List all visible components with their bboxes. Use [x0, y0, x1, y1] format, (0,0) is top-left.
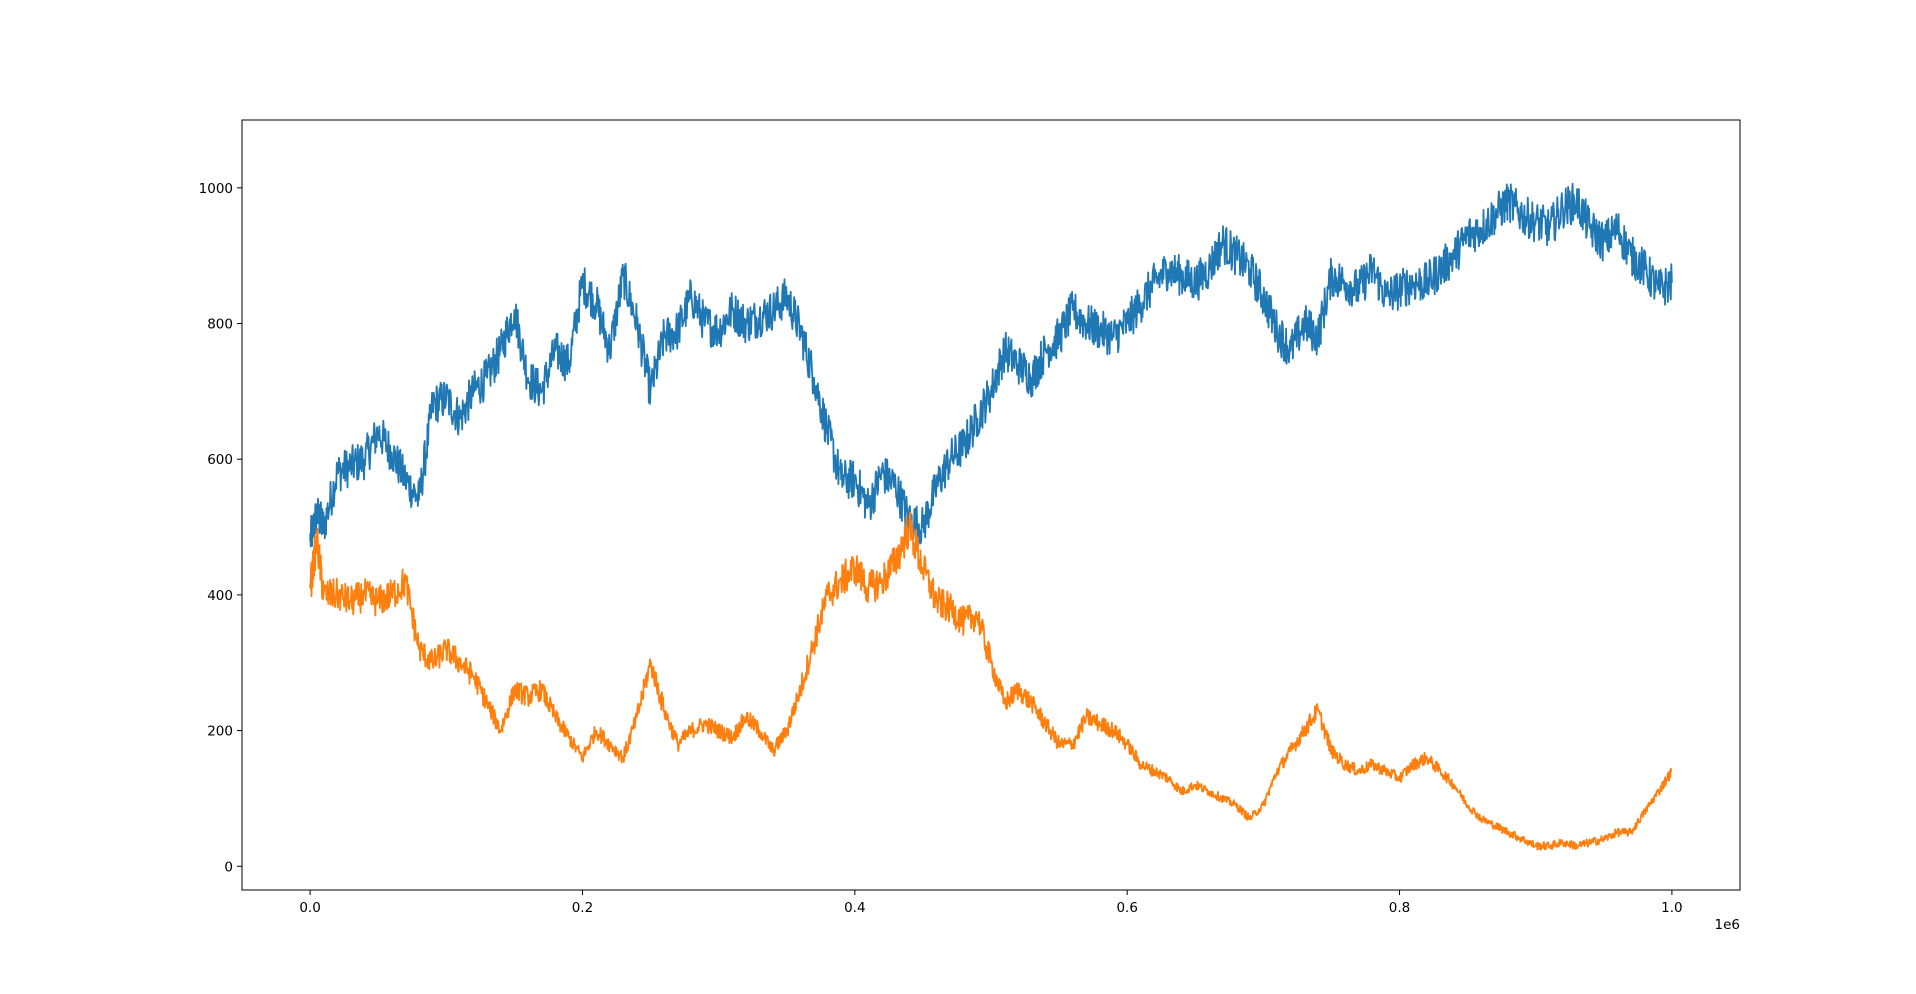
x-tick-label: 1.0 — [1661, 900, 1682, 916]
y-tick-label: 1000 — [199, 181, 233, 197]
y-axis-ticks: 0 200 400 600 800 1000 — [199, 181, 242, 875]
x-tick-label: 0.2 — [572, 900, 593, 916]
series-line-1 — [309, 182, 1673, 548]
x-axis-ticks: 0.0 0.2 0.4 0.6 0.8 1.0 — [299, 890, 1683, 916]
y-tick-label: 400 — [207, 588, 233, 604]
y-tick-label: 0 — [224, 859, 233, 875]
y-tick-label: 800 — [207, 317, 233, 333]
x-tick-label: 0.0 — [299, 900, 320, 916]
y-tick-label: 200 — [207, 724, 233, 740]
x-tick-label: 0.6 — [1116, 900, 1137, 916]
x-tick-label: 0.8 — [1389, 900, 1410, 916]
x-tick-label: 0.4 — [844, 900, 865, 916]
axes-frame — [241, 119, 1741, 891]
x-axis-offset-label: 1e6 — [1715, 917, 1740, 933]
series-line-2 — [309, 511, 1673, 851]
plot-lines — [309, 182, 1673, 851]
y-tick-label: 600 — [207, 452, 233, 468]
